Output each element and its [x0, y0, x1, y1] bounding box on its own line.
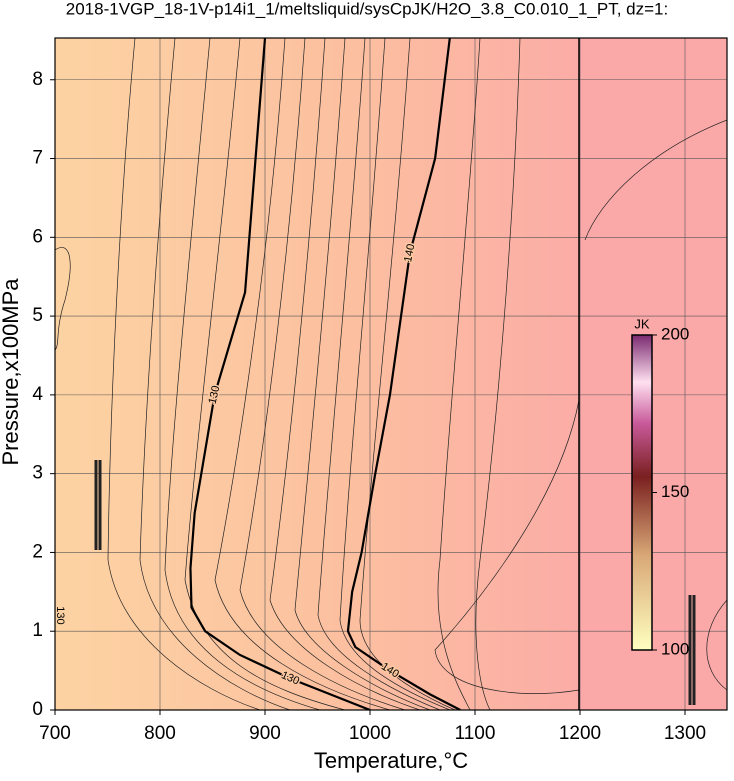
x-axis-label: Temperature,°C — [314, 748, 468, 773]
thin-contour — [434, 399, 580, 694]
contour-label: 130 — [207, 385, 223, 406]
colorbar-bar — [631, 334, 653, 651]
thin-contour — [339, 38, 451, 710]
colorbar-label: JK — [634, 316, 650, 331]
thin-contour — [139, 38, 291, 710]
x-tick-label: 1100 — [455, 723, 496, 744]
thin-contour — [475, 38, 521, 710]
contour-label: 140 — [402, 243, 417, 263]
x-tick-label: 1200 — [559, 723, 601, 744]
thin-contour — [55, 247, 71, 351]
y-tick-label: 5 — [32, 305, 43, 326]
x-tick-label: 900 — [249, 723, 281, 744]
contour-line — [189, 38, 371, 710]
y-tick-label: 3 — [32, 463, 43, 484]
y-tick-label: 4 — [32, 384, 43, 405]
plot-region — [579, 38, 727, 710]
thin-contour — [688, 595, 696, 705]
colorbar-tick-label: 100 — [661, 639, 689, 658]
colorbar-tick-label: 150 — [661, 482, 689, 501]
x-tick-label: 700 — [39, 723, 71, 744]
thin-contour — [294, 38, 431, 710]
colorbar-tick-label: 200 — [661, 324, 689, 343]
contour-label: 130 — [54, 606, 66, 624]
thin-contour — [239, 38, 406, 710]
contour-line — [346, 38, 461, 710]
colorbar: JK 100 150 200 — [631, 316, 689, 658]
thin-contour — [184, 38, 346, 710]
y-tick-label: 8 — [32, 69, 43, 90]
thin-contour — [214, 38, 391, 710]
plot-frame — [54, 37, 728, 711]
y-axis-label: Pressure,x100MPa — [0, 278, 23, 466]
y-tick-label: 7 — [32, 148, 43, 169]
y-tick-label: 2 — [32, 541, 43, 562]
thin-contour — [437, 38, 481, 710]
x-tick-label: 800 — [144, 723, 176, 744]
thin-contour — [107, 38, 261, 710]
thin-contour — [94, 460, 102, 550]
y-tick-label: 1 — [32, 620, 43, 641]
thin-contour — [706, 599, 727, 691]
thin-contour — [164, 38, 321, 710]
thin-contour — [584, 119, 727, 241]
thin-contours — [55, 38, 727, 710]
thin-contour — [269, 38, 421, 710]
x-tick-label: 1000 — [349, 723, 391, 744]
thin-contour — [317, 38, 441, 710]
y-tick-label: 6 — [32, 226, 43, 247]
x-tick-label: 1300 — [664, 723, 706, 744]
chart-title: 2018-1VGP_18-1V-p14i1_1/meltsliquid/sysC… — [66, 0, 668, 18]
y-tick-label: 0 — [32, 699, 43, 720]
